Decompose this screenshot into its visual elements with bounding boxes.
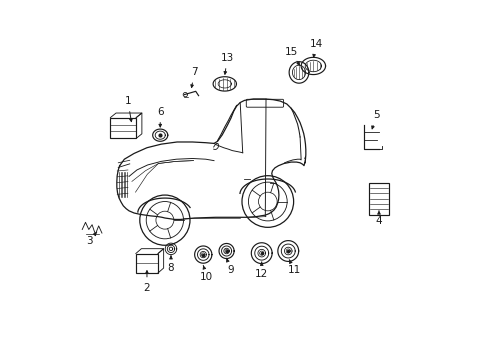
Text: 15: 15 bbox=[284, 47, 297, 57]
Text: 4: 4 bbox=[375, 216, 382, 226]
Bar bbox=[136, 253, 158, 273]
Text: 9: 9 bbox=[227, 265, 234, 275]
Text: 11: 11 bbox=[287, 265, 300, 275]
Text: 8: 8 bbox=[167, 263, 174, 273]
Bar bbox=[110, 118, 136, 138]
Text: 10: 10 bbox=[200, 272, 213, 282]
Text: 3: 3 bbox=[86, 236, 93, 246]
Text: 13: 13 bbox=[220, 53, 233, 63]
Text: 7: 7 bbox=[191, 67, 197, 77]
Text: 2: 2 bbox=[143, 283, 150, 293]
Text: 12: 12 bbox=[255, 269, 268, 279]
Text: 1: 1 bbox=[124, 96, 131, 106]
Text: 14: 14 bbox=[309, 40, 322, 49]
Text: 6: 6 bbox=[157, 107, 163, 117]
Bar bbox=[368, 183, 388, 215]
Text: 5: 5 bbox=[372, 111, 379, 121]
